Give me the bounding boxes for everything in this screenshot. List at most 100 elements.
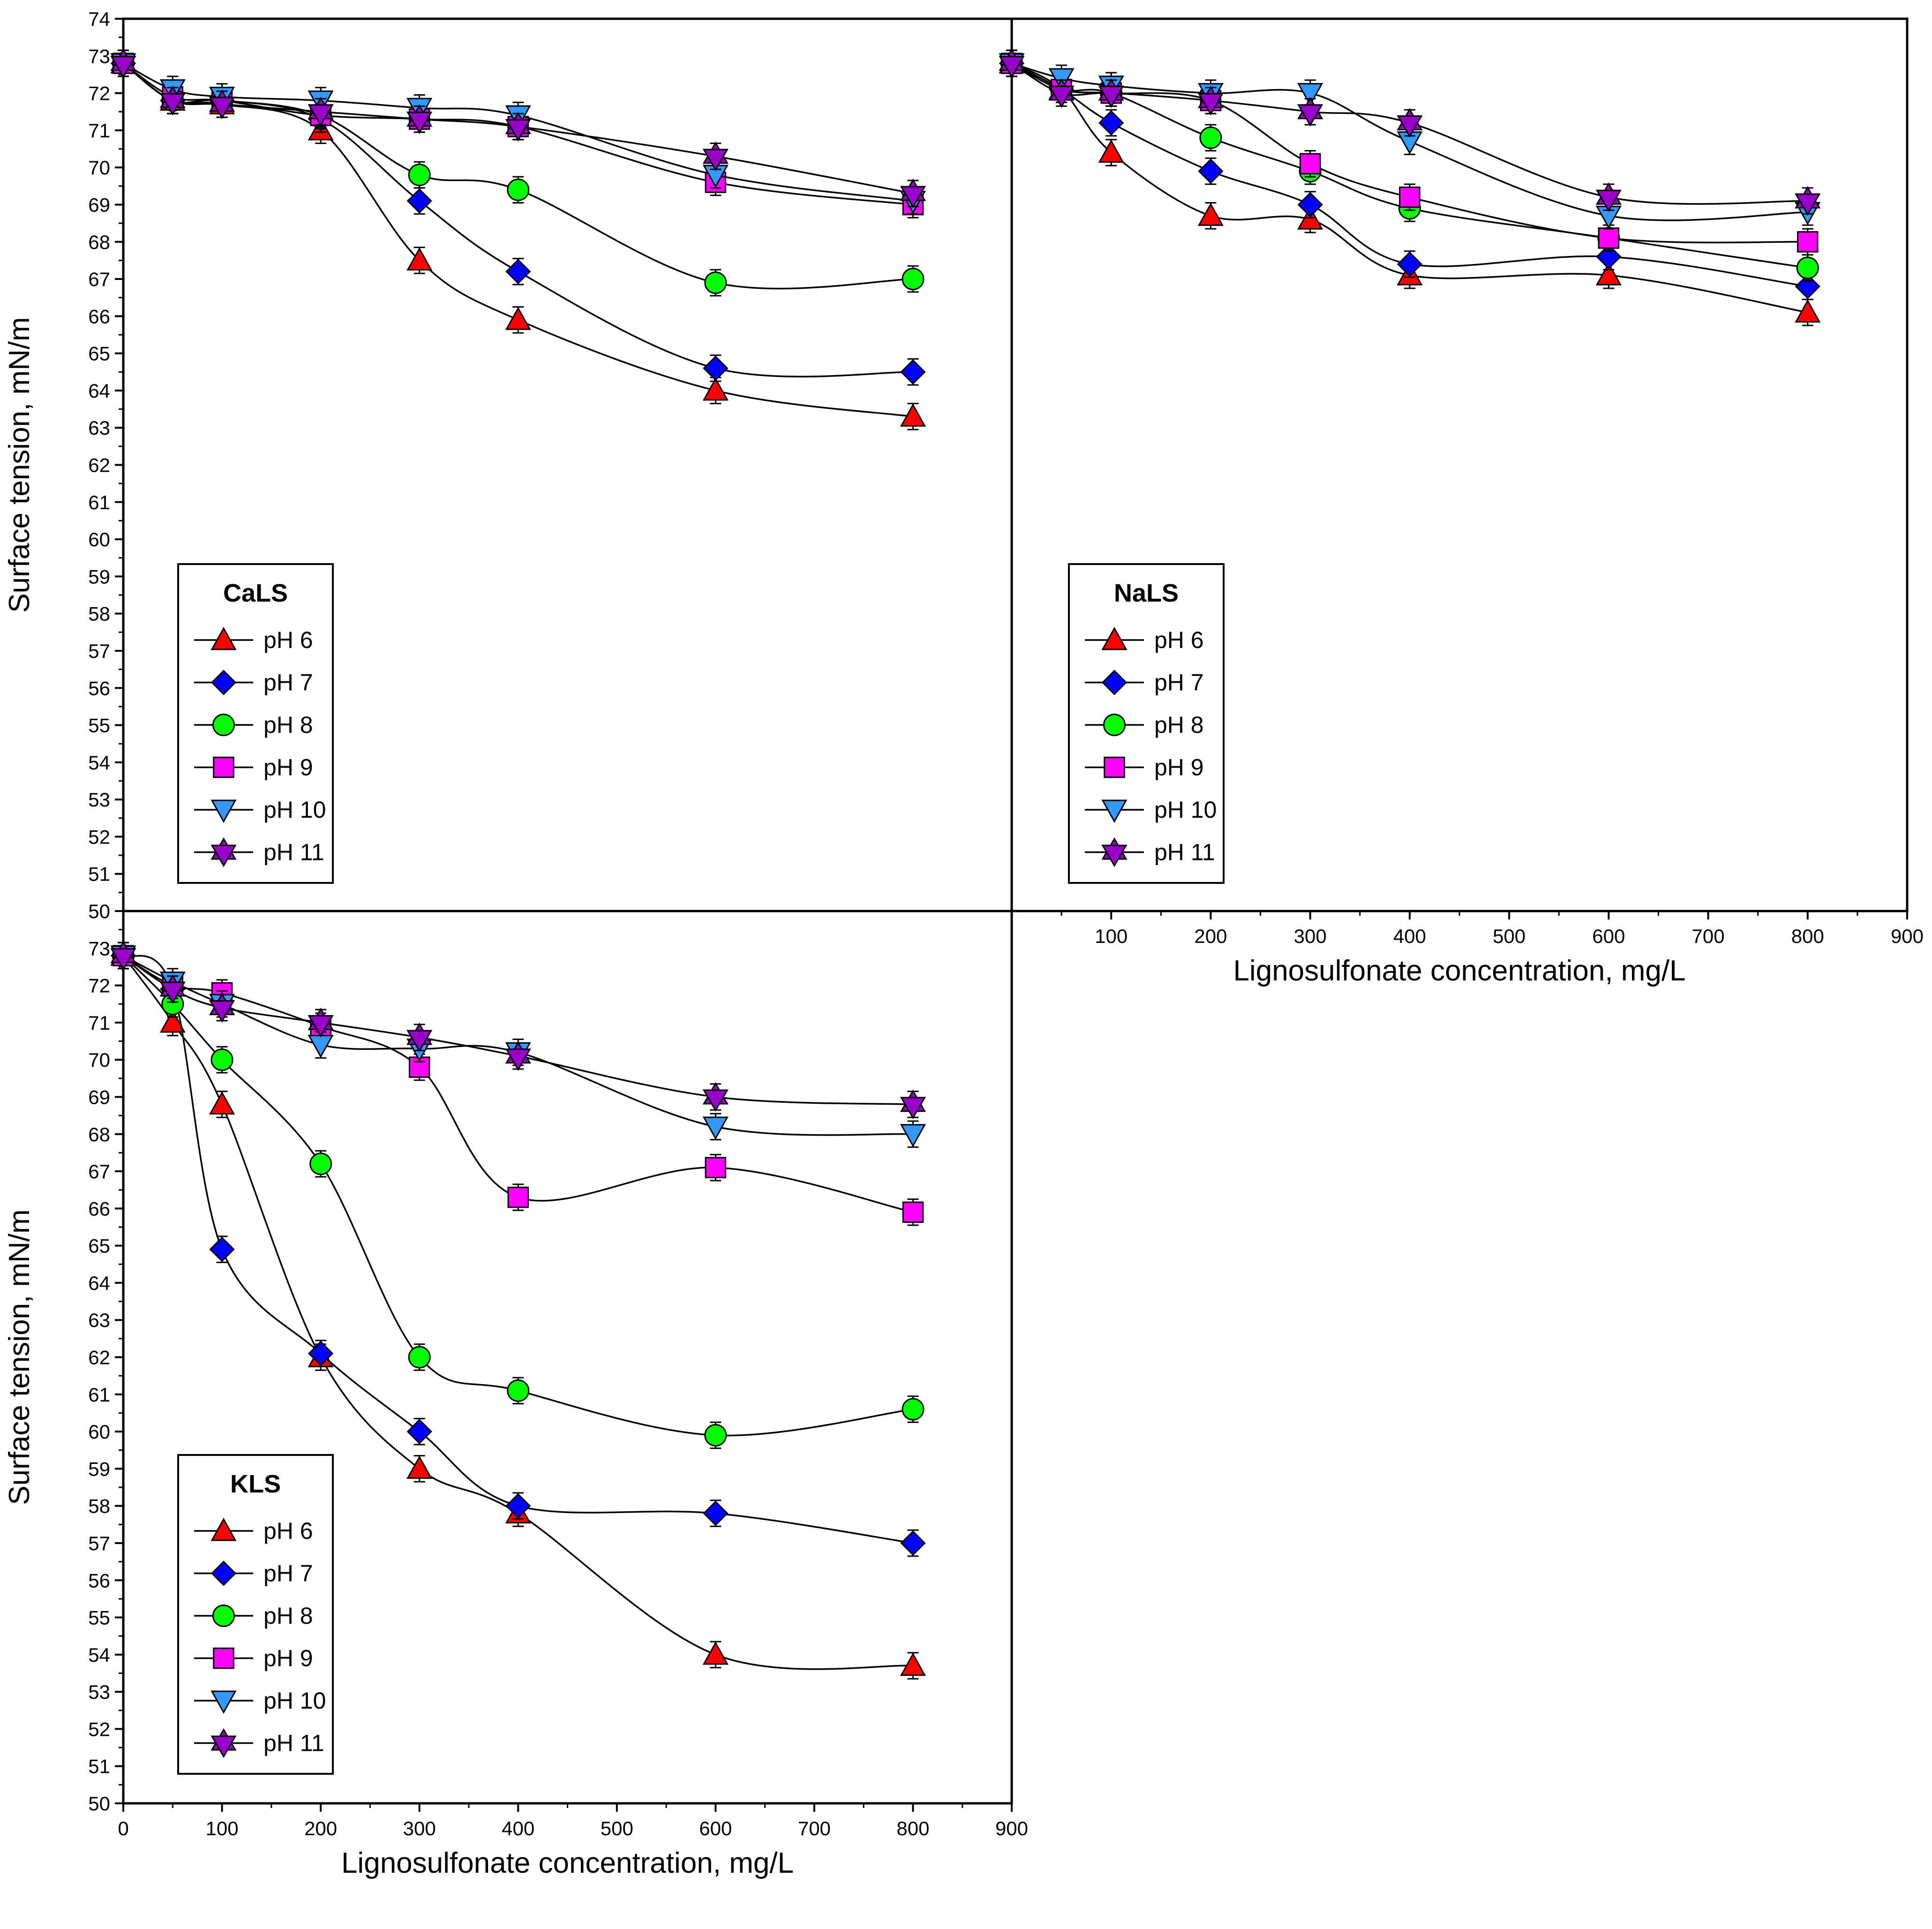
data-point — [406, 1418, 432, 1445]
y-tick-label: 59 — [88, 1458, 110, 1480]
series-line — [1011, 62, 1808, 221]
y-tick-label: 55 — [88, 715, 110, 737]
data-point — [110, 48, 136, 78]
data-point — [406, 188, 432, 214]
x-tick-label: 900 — [1891, 925, 1924, 947]
y-tick-label: 61 — [88, 1384, 110, 1406]
data-point — [406, 1022, 433, 1053]
data-point — [1598, 227, 1620, 249]
y-tick-label: 58 — [88, 603, 110, 625]
legend: NaLS pH 6 pH 7 pH 8 pH 9 pH 10 pH 11 — [1068, 563, 1225, 884]
data-point — [702, 377, 729, 401]
data-point — [900, 1652, 926, 1676]
data-point — [507, 178, 530, 201]
legend-label: pH 10 — [263, 797, 326, 823]
legend-label: pH 7 — [1154, 670, 1204, 696]
series-ph-9 — [113, 942, 924, 1226]
y-tick-label: 74 — [88, 8, 110, 30]
data-point — [209, 89, 235, 120]
data-point — [703, 1500, 729, 1526]
series-ph-6 — [110, 49, 926, 430]
data-point — [210, 1048, 233, 1071]
legend-label: pH 7 — [263, 670, 313, 696]
data-point — [1595, 182, 1622, 212]
legend-marker — [1104, 756, 1125, 778]
legend-marker — [210, 799, 237, 823]
legend-marker — [212, 714, 235, 736]
data-point — [406, 247, 433, 271]
data-point — [159, 85, 186, 116]
legend-label: pH 11 — [263, 1730, 324, 1756]
data-point — [900, 178, 926, 209]
x-tick-label: 600 — [699, 1817, 732, 1839]
x-tick-label: 0 — [118, 1817, 128, 1839]
data-point — [308, 97, 334, 127]
y-tick-label: 61 — [88, 491, 110, 513]
x-tick-label: 300 — [403, 1817, 436, 1839]
data-point — [704, 271, 727, 294]
data-point — [1198, 158, 1224, 184]
data-point — [1098, 139, 1124, 163]
y-tick-label: 60 — [88, 528, 110, 550]
y-tick-label: 65 — [88, 343, 110, 365]
y-tick-label: 66 — [88, 1198, 110, 1220]
y-tick-label: 60 — [88, 1421, 110, 1443]
legend-marker — [210, 1560, 237, 1586]
legend-label: pH 6 — [1154, 627, 1204, 653]
legend-label: pH 9 — [1154, 754, 1204, 781]
data-point — [1098, 78, 1124, 108]
legend-label: pH 10 — [263, 1688, 326, 1714]
data-point — [308, 1008, 334, 1038]
series-line — [123, 955, 913, 1106]
legend-label: pH 6 — [263, 627, 313, 653]
y-tick-label: 67 — [88, 268, 110, 290]
legend-marker — [210, 837, 237, 867]
data-point — [902, 1398, 925, 1421]
data-point — [406, 104, 433, 134]
y-tick-label: 52 — [88, 1718, 110, 1740]
data-point — [507, 1379, 530, 1402]
x-tick-label: 700 — [1692, 925, 1725, 947]
data-point — [1299, 153, 1321, 174]
legend-box — [177, 1454, 334, 1775]
data-point — [209, 1236, 235, 1262]
y-tick-label: 72 — [88, 83, 110, 105]
y-tick-label: 68 — [88, 1123, 110, 1145]
legend-marker — [210, 1690, 237, 1714]
data-point — [900, 1530, 926, 1556]
data-point — [209, 993, 235, 1023]
x-tick-label: 800 — [1791, 925, 1824, 947]
chart-panel-top-right: 100 200 300 400 500 600 700 800 900 Lignosulfonat… — [999, 17, 1924, 987]
y-tick-label: 57 — [88, 640, 110, 662]
legend-marker — [1101, 799, 1128, 823]
legend-marker — [213, 756, 234, 778]
y-tick-label: 70 — [88, 157, 110, 179]
x-axis-title: Lignosulfonate concentration, mg/L — [1233, 955, 1685, 987]
data-point — [1397, 108, 1423, 138]
legend-marker — [1103, 714, 1126, 736]
data-point — [505, 259, 531, 285]
x-tick-label: 200 — [1194, 925, 1227, 947]
series-ph-11 — [110, 941, 926, 1120]
legend: CaLS pH 6 pH 7 pH 8 pH 9 pH 10 pH 11 — [177, 563, 334, 884]
data-point — [1048, 78, 1075, 108]
y-tick-label: 57 — [88, 1532, 110, 1554]
x-tick-label: 100 — [206, 1817, 239, 1839]
legend-box — [1068, 563, 1225, 884]
data-point — [1796, 256, 1819, 279]
legend-box — [177, 563, 334, 884]
legend-marker — [210, 1728, 237, 1758]
data-point — [1595, 262, 1622, 286]
y-tick-label: 59 — [88, 565, 110, 588]
legend-label: pH 7 — [263, 1560, 313, 1587]
data-point — [406, 1455, 433, 1479]
series-ph-11 — [110, 48, 926, 209]
x-tick-label: 500 — [601, 1817, 633, 1839]
y-tick-label: 69 — [88, 1086, 110, 1108]
legend-label: pH 8 — [263, 1603, 313, 1629]
series-ph-7 — [110, 49, 926, 386]
y-tick-label: 50 — [88, 1793, 110, 1815]
data-point — [1795, 186, 1821, 216]
y-tick-label: 71 — [88, 120, 110, 142]
data-point — [1297, 97, 1323, 127]
